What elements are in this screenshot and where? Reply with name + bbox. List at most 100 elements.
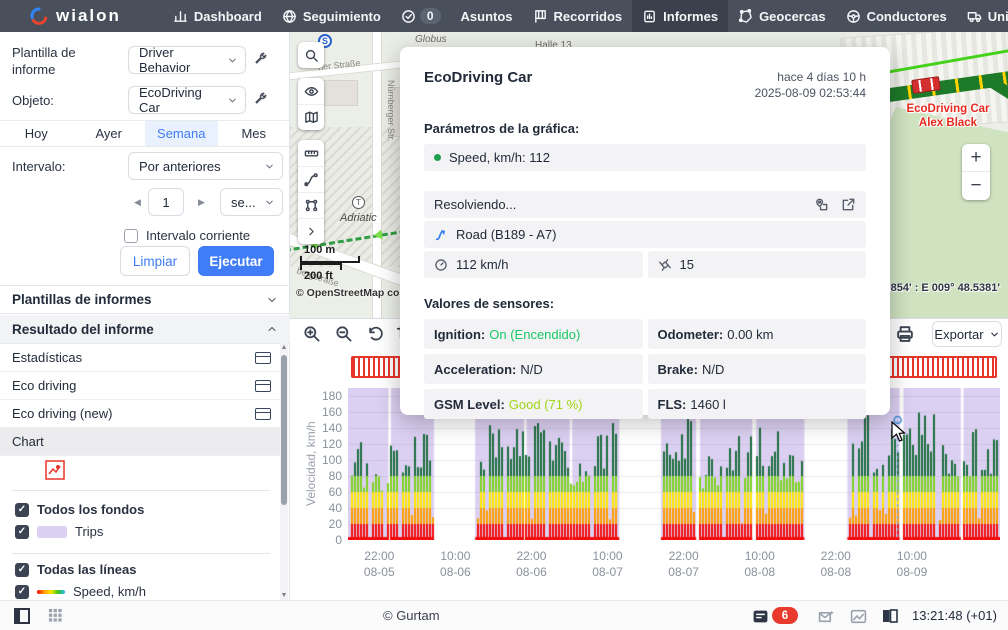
address-row: Resolviendo... [424, 191, 866, 218]
interval-select[interactable]: Por anteriores [128, 152, 283, 180]
table-icon[interactable] [255, 351, 271, 364]
reset-zoom-icon[interactable] [366, 324, 385, 343]
chart-thumbnail-icon[interactable] [45, 460, 65, 480]
table-icon[interactable] [255, 379, 271, 392]
sidebar-scrollbar[interactable]: ▲ ▼ [280, 343, 288, 600]
result-item-eco-driving-new[interactable]: Eco driving (new) [0, 400, 283, 428]
nav-geocercas[interactable]: Geocercas [728, 0, 836, 32]
y-tick-label: 100 [321, 453, 342, 467]
zoom-in-button[interactable]: + [962, 144, 990, 172]
nav-seguimiento[interactable]: Seguimiento [272, 0, 391, 32]
divider [12, 490, 270, 491]
wrench-icon[interactable] [253, 51, 268, 66]
scroll-up-arrow[interactable]: ▲ [280, 344, 288, 351]
sensor-cell: Acceleration: N/D [424, 354, 643, 384]
nav-informes[interactable]: Informes [632, 0, 729, 32]
wrench-icon[interactable] [253, 91, 268, 106]
y-tick-label: 120 [321, 437, 342, 451]
legend-speed[interactable]: ✓ Speed, km/h [15, 584, 146, 599]
zoom-out-button[interactable]: − [970, 175, 982, 196]
zoom-in-icon[interactable] [302, 324, 321, 343]
visibility-icon[interactable] [298, 78, 324, 104]
checkbox-checked[interactable]: ✓ [15, 562, 29, 577]
route-tool-icon[interactable] [298, 166, 324, 192]
address-row-icons [814, 197, 856, 212]
params-header: Parámetros de la gráfica: [424, 121, 580, 136]
speed-cell: 112 km/h [424, 251, 643, 278]
chevron-down-icon [229, 98, 236, 102]
ruler-icon[interactable] [298, 140, 324, 166]
map-zoom-control: + − [962, 144, 990, 200]
scrollbar-thumb[interactable] [281, 355, 287, 505]
section-report-result[interactable]: Resultado del informe [0, 315, 290, 344]
interval-count-input[interactable] [148, 188, 184, 216]
copy-coordinates-icon[interactable] [814, 197, 829, 212]
current-interval-checkbox[interactable] [124, 228, 138, 243]
x-tick-label: 22:00 08-08 [820, 549, 852, 579]
print-icon[interactable] [895, 324, 915, 344]
messages-icon[interactable] [818, 608, 835, 625]
collapse-panel-icon[interactable] [14, 608, 30, 624]
nav-asuntos[interactable]: Asuntos [460, 8, 513, 24]
checkbox-checked[interactable]: ✓ [15, 502, 29, 517]
nav-recorridos[interactable]: Recorridos [523, 0, 633, 32]
interval-next-arrow[interactable]: ▶ [198, 197, 205, 207]
nav-conductores[interactable]: Conductores [836, 0, 957, 32]
road-icon [435, 229, 445, 240]
poi-label-halle: Halle 13 [535, 40, 572, 51]
legend-trips[interactable]: ✓ Trips [15, 524, 103, 539]
y-tick-label: 180 [321, 389, 342, 403]
main-nav: Dashboard Seguimiento 0 Asuntos Recorrid… [163, 0, 1008, 32]
report-icon [644, 10, 656, 22]
nav-task-counter[interactable]: 0 [391, 0, 451, 32]
x-tick-label: 10:00 08-09 [896, 549, 928, 579]
tab-hoy[interactable]: Hoy [24, 126, 48, 141]
interval-prev-arrow[interactable]: ◀ [134, 197, 141, 207]
tab-semana[interactable]: Semana [145, 121, 218, 146]
x-tick-label: 10:00 08-06 [440, 549, 471, 579]
zoom-out-icon[interactable] [334, 324, 353, 343]
gurtam-copyright[interactable]: © Gurtam [383, 608, 440, 623]
sbahn-poi-icon: S [318, 34, 332, 48]
result-item-eco-driving[interactable]: Eco driving [0, 372, 283, 400]
table-icon[interactable] [255, 407, 271, 420]
external-link-icon[interactable] [841, 197, 856, 212]
unit-map-label: EcoDriving Car Alex Black [906, 103, 990, 129]
result-item-estadisticas[interactable]: Estadísticas [0, 344, 283, 372]
checkbox-checked[interactable]: ✓ [15, 584, 29, 599]
chevron-right-icon[interactable] [298, 218, 324, 244]
current-interval-checkbox-row[interactable]: Intervalo corriente [124, 228, 250, 243]
result-item-chart[interactable]: Chart [0, 428, 283, 456]
section-report-templates[interactable]: Plantillas de informes [0, 285, 290, 314]
nav-dashboard[interactable]: Dashboard [163, 0, 272, 32]
tracks-tool-icon[interactable] [298, 192, 324, 218]
template-select[interactable]: Driver Behavior [128, 45, 246, 75]
divider [12, 553, 270, 554]
tab-ayer[interactable]: Ayer [95, 126, 123, 141]
scroll-down-arrow[interactable]: ▼ [280, 592, 288, 599]
task-counter-badge: 0 [419, 8, 441, 24]
status-clock: 13:21:48 (+01) [912, 608, 997, 623]
interval-unit-select[interactable]: se... [220, 188, 283, 216]
clear-button[interactable]: Limpiar [120, 246, 190, 276]
bottom-grid-icon[interactable] [48, 608, 63, 623]
nav-unidades[interactable]: Unidades [957, 0, 1008, 32]
map-source-icon[interactable] [298, 104, 324, 130]
legend-all-backgrounds[interactable]: ✓ Todos los fondos [15, 502, 144, 517]
trips-swatch [37, 525, 67, 538]
media-icon[interactable] [850, 608, 867, 625]
split-view-icon[interactable] [882, 608, 898, 624]
object-select[interactable]: EcoDriving Car [128, 85, 246, 115]
search-icon[interactable] [298, 42, 324, 68]
sensor-cell: GSM Level: Good (71 %) [424, 389, 643, 419]
execute-button[interactable]: Ejecutar [198, 246, 274, 276]
logo-text: wialon [56, 6, 121, 25]
checkbox-checked[interactable]: ✓ [15, 524, 29, 539]
export-button[interactable]: Exportar [932, 321, 1002, 347]
wialon-logo[interactable]: wialon [0, 0, 135, 32]
notifications-icon[interactable] [752, 608, 769, 625]
tab-mes[interactable]: Mes [241, 126, 267, 141]
legend-all-lines[interactable]: ✓ Todas las líneas [15, 562, 136, 577]
sensor-cell: FLS: 1460 l [647, 389, 866, 419]
notification-count-badge[interactable]: 6 [772, 607, 798, 624]
